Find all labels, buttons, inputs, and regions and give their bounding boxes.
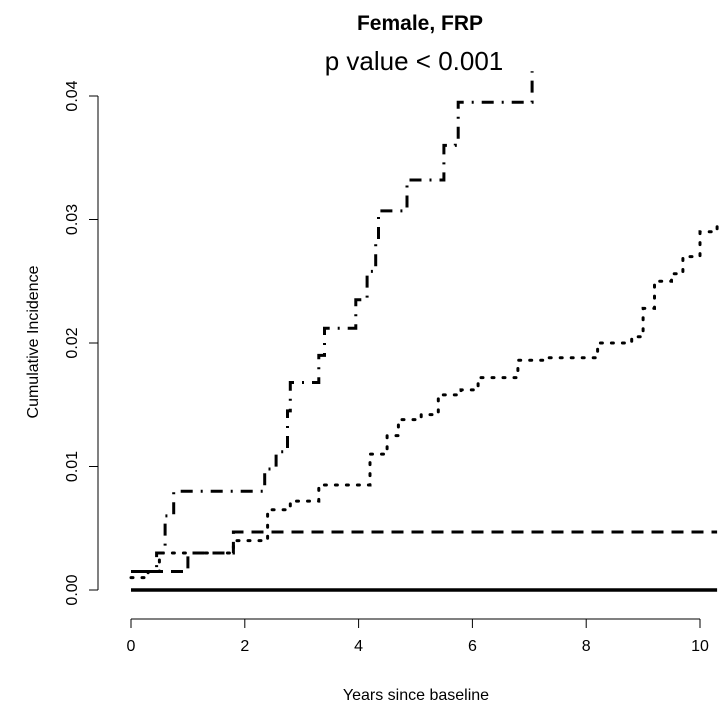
y-axis-title: Cumulative Incidence bbox=[25, 265, 42, 418]
x-axis-title: Years since baseline bbox=[343, 687, 489, 704]
y-tick-label: 0.03 bbox=[64, 204, 81, 235]
chart-subtitle: p value < 0.001 bbox=[325, 46, 504, 76]
chart-title: Female, FRP bbox=[357, 12, 483, 35]
y-tick-label: 0.04 bbox=[64, 80, 81, 111]
y-tick-label: 0.01 bbox=[64, 451, 81, 482]
x-tick-label: 0 bbox=[127, 638, 136, 655]
x-axis: 0 2 4 6 8 10 bbox=[127, 618, 709, 655]
y-tick-label: 0.00 bbox=[64, 574, 81, 605]
y-axis: 0.00 0.01 0.02 0.03 0.04 bbox=[64, 80, 99, 606]
series-line-dotted bbox=[129, 224, 719, 580]
x-tick-label: 4 bbox=[354, 638, 363, 655]
x-tick-label: 8 bbox=[582, 638, 591, 655]
series-line-dotdash bbox=[131, 71, 534, 573]
plot-lines bbox=[129, 71, 719, 592]
x-tick-label: 2 bbox=[240, 638, 249, 655]
x-tick-label: 10 bbox=[691, 638, 709, 655]
x-tick-label: 6 bbox=[468, 638, 477, 655]
y-tick-label: 0.02 bbox=[64, 327, 81, 358]
